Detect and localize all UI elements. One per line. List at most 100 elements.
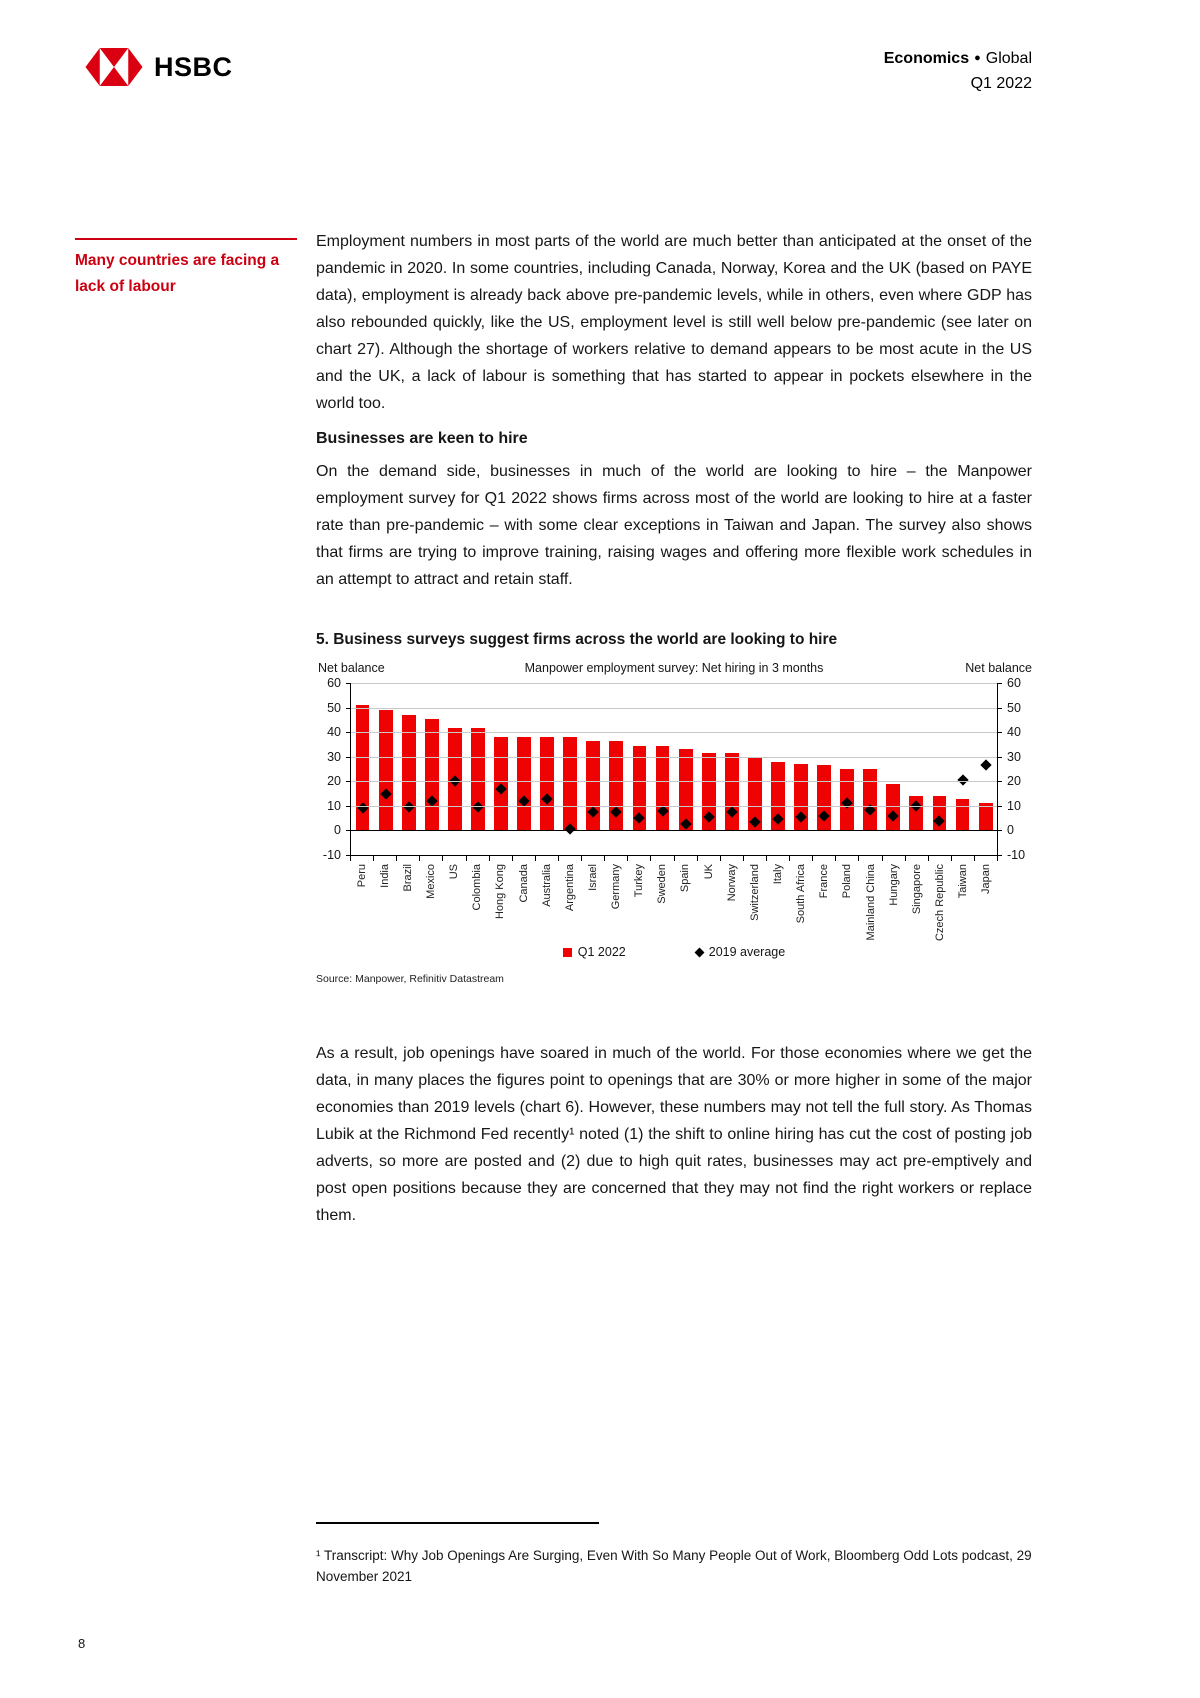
- bar-cell: [882, 683, 905, 855]
- bar-cell: [905, 683, 928, 855]
- bar-q1-2022: [886, 783, 901, 831]
- bar-cell: [420, 683, 443, 855]
- bar-cell: [836, 683, 859, 855]
- paragraph-demand: On the demand side, businesses in much o…: [316, 463, 1032, 588]
- x-category-label: Brazil: [401, 864, 414, 892]
- bar-q1-2022: [540, 737, 555, 831]
- x-tick: [350, 856, 373, 861]
- x-tick: [557, 856, 581, 861]
- y-tick-mark: [998, 683, 1002, 684]
- x-category-label: Argentina: [563, 864, 576, 912]
- y-tick-mark: [998, 830, 1002, 832]
- bar-cell: [582, 683, 605, 855]
- x-tick: [511, 856, 535, 861]
- x-label-cell: Turkey: [628, 861, 651, 939]
- bar-cell: [813, 683, 836, 855]
- x-category-label: South Africa: [795, 864, 808, 924]
- bar-cell: [859, 683, 882, 855]
- section-heading: Businesses are keen to hire: [316, 430, 528, 447]
- y-tick-mark: [346, 683, 350, 684]
- x-tick: [950, 856, 974, 861]
- x-category-label: Singapore: [910, 864, 923, 915]
- x-category-label: Israel: [586, 864, 599, 891]
- bar-cell: [605, 683, 628, 855]
- x-label-cell: UK: [697, 861, 720, 939]
- x-label-cell: South Africa: [790, 861, 813, 939]
- x-category-label: Norway: [725, 864, 738, 902]
- x-tick: [396, 856, 419, 861]
- header-meta: Economics ● Global Q1 2022: [884, 46, 1032, 96]
- bar-q1-2022: [517, 737, 531, 831]
- x-tick: [442, 856, 465, 861]
- y-tick-label: 10: [1007, 798, 1021, 813]
- y-tick-mark: [346, 756, 350, 758]
- x-tick: [789, 856, 812, 861]
- header-section: Economics: [883, 50, 970, 67]
- header-edition: Q1 2022: [970, 75, 1032, 92]
- y-tick-label: 30: [327, 749, 341, 764]
- y-tick-mark: [346, 830, 350, 832]
- bar-cell: [789, 683, 812, 855]
- legend-diamond-swatch-icon: [694, 947, 705, 957]
- x-label-cell: Switzerland: [743, 861, 766, 939]
- x-category-label: Mainland China: [864, 864, 877, 941]
- x-label-cell: Norway: [720, 861, 743, 939]
- bar-cell: [466, 683, 489, 855]
- x-tick: [742, 856, 766, 861]
- x-label-cell: Sweden: [651, 861, 674, 939]
- bar-q1-2022: [378, 710, 393, 831]
- x-tick: [673, 856, 697, 861]
- x-tick: [373, 856, 396, 861]
- chart-legend: Q1 2022 2019 average: [316, 945, 1032, 959]
- zero-line: [351, 830, 997, 832]
- x-category-label: Czech Republic: [934, 864, 947, 942]
- x-axis-labels: Peru India Brazil Mexico US Colombia Hong Kong…: [350, 861, 998, 942]
- bar-q1-2022: [471, 728, 485, 831]
- bar-q1-2022: [401, 714, 416, 831]
- bar-q1-2022: [563, 737, 578, 831]
- bar-cell: [443, 683, 466, 855]
- bar-cell: [536, 683, 559, 855]
- gridline: [351, 707, 997, 709]
- diamond-2019-average: [979, 759, 992, 771]
- y-tick-label: 20: [327, 774, 341, 789]
- bar-cell: [374, 683, 397, 855]
- y-tick-mark: [346, 781, 350, 783]
- x-label-cell: Colombia: [466, 861, 489, 939]
- x-label-cell: India: [373, 861, 396, 939]
- bar-cell: [674, 683, 697, 855]
- chart-block: 5. Business surveys suggest firms across…: [316, 630, 1032, 985]
- bar-cell: [628, 683, 651, 855]
- bar-cell: [951, 683, 974, 855]
- y-tick-label: 50: [1007, 700, 1021, 715]
- legend-label: Q1 2022: [577, 945, 626, 959]
- y-tick-label: 40: [327, 724, 341, 739]
- x-label-cell: Spain: [674, 861, 697, 939]
- x-axis-ticks: [350, 856, 998, 861]
- x-category-label: Sweden: [656, 864, 669, 904]
- x-label-cell: Poland: [836, 861, 859, 939]
- bar-q1-2022: [632, 745, 647, 831]
- x-tick: [534, 856, 558, 861]
- plot-region: 60 50 40 30 20 10 0 -10 60 50 40 30 20 10 0 -10: [316, 677, 1032, 861]
- x-label-cell: Israel: [581, 861, 604, 939]
- y-tick-label: 50: [327, 700, 341, 715]
- x-label-cell: Hungary: [882, 861, 905, 939]
- bar-cell: [397, 683, 420, 855]
- gridline: [351, 732, 997, 734]
- y-tick-mark: [998, 805, 1002, 807]
- bar-cell: [489, 683, 512, 855]
- x-tick: [812, 856, 835, 861]
- y-tick-label: -10: [322, 847, 341, 862]
- bar-q1-2022: [655, 745, 670, 831]
- header-region: Global: [985, 50, 1032, 67]
- y-tick-label: -10: [1007, 847, 1026, 862]
- x-tick: [927, 856, 951, 861]
- x-category-label: Taiwan: [957, 864, 970, 899]
- x-category-label: Turkey: [633, 864, 646, 898]
- y-axis-left: 60 50 40 30 20 10 0 -10: [316, 677, 350, 861]
- legend-label: 2019 average: [708, 945, 786, 959]
- chart-subtitle: Manpower employment survey: Net hiring i…: [524, 661, 824, 675]
- bar-q1-2022: [724, 753, 739, 831]
- y-tick-mark: [346, 732, 350, 734]
